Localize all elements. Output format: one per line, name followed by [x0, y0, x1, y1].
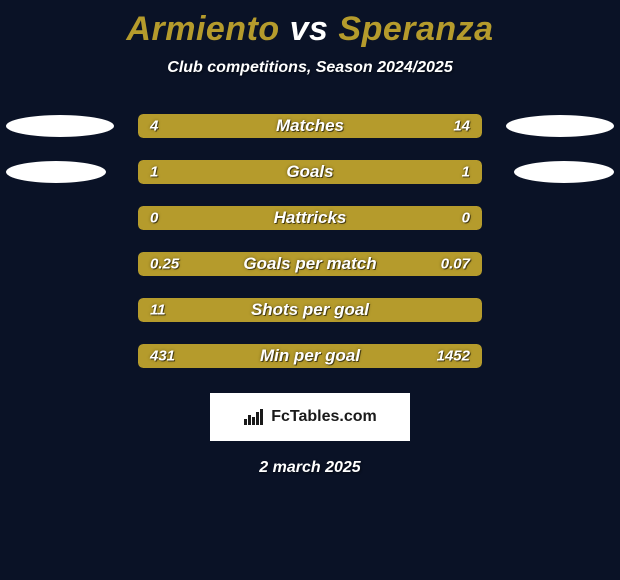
- stat-bar-right: [310, 206, 482, 230]
- title-player2: Speranza: [338, 10, 493, 48]
- stat-row: Goals11: [0, 149, 620, 195]
- stat-bar: [138, 252, 482, 276]
- page-title: Armiento vs Speranza: [0, 10, 620, 49]
- stat-bar-left: [138, 344, 217, 368]
- attribution-badge: FcTables.com: [210, 393, 410, 441]
- stat-bar: [138, 206, 482, 230]
- stat-bar: [138, 344, 482, 368]
- stat-bar-left: [138, 206, 310, 230]
- stat-bar-left: [138, 114, 214, 138]
- stat-row: Hattricks00: [0, 195, 620, 241]
- subtitle: Club competitions, Season 2024/2025: [0, 59, 620, 77]
- title-player1: Armiento: [126, 10, 279, 48]
- stat-bar: [138, 298, 482, 322]
- bar-chart-icon: [243, 408, 265, 426]
- stat-bar-right: [310, 160, 482, 184]
- comparison-infographic: Armiento vs Speranza Club competitions, …: [0, 10, 620, 580]
- player2-marker: [506, 115, 614, 137]
- stats-chart: Matches414Goals11Hattricks00Goals per ma…: [0, 103, 620, 379]
- attribution-text: FcTables.com: [271, 408, 377, 426]
- stat-row: Goals per match0.250.07: [0, 241, 620, 287]
- stat-bar: [138, 114, 482, 138]
- stat-bar: [138, 160, 482, 184]
- stat-bar-right: [407, 252, 482, 276]
- stat-row: Min per goal4311452: [0, 333, 620, 379]
- stat-bar-left: [138, 160, 310, 184]
- footer-date: 2 march 2025: [0, 459, 620, 477]
- stat-bar-left: [138, 252, 407, 276]
- player1-marker: [6, 115, 114, 137]
- title-vs: vs: [290, 10, 329, 48]
- player2-marker: [514, 161, 614, 183]
- stat-row: Shots per goal11: [0, 287, 620, 333]
- stat-row: Matches414: [0, 103, 620, 149]
- stat-bar-right: [217, 344, 482, 368]
- stat-bar-left: [138, 298, 482, 322]
- player1-marker: [6, 161, 106, 183]
- stat-bar-right: [214, 114, 482, 138]
